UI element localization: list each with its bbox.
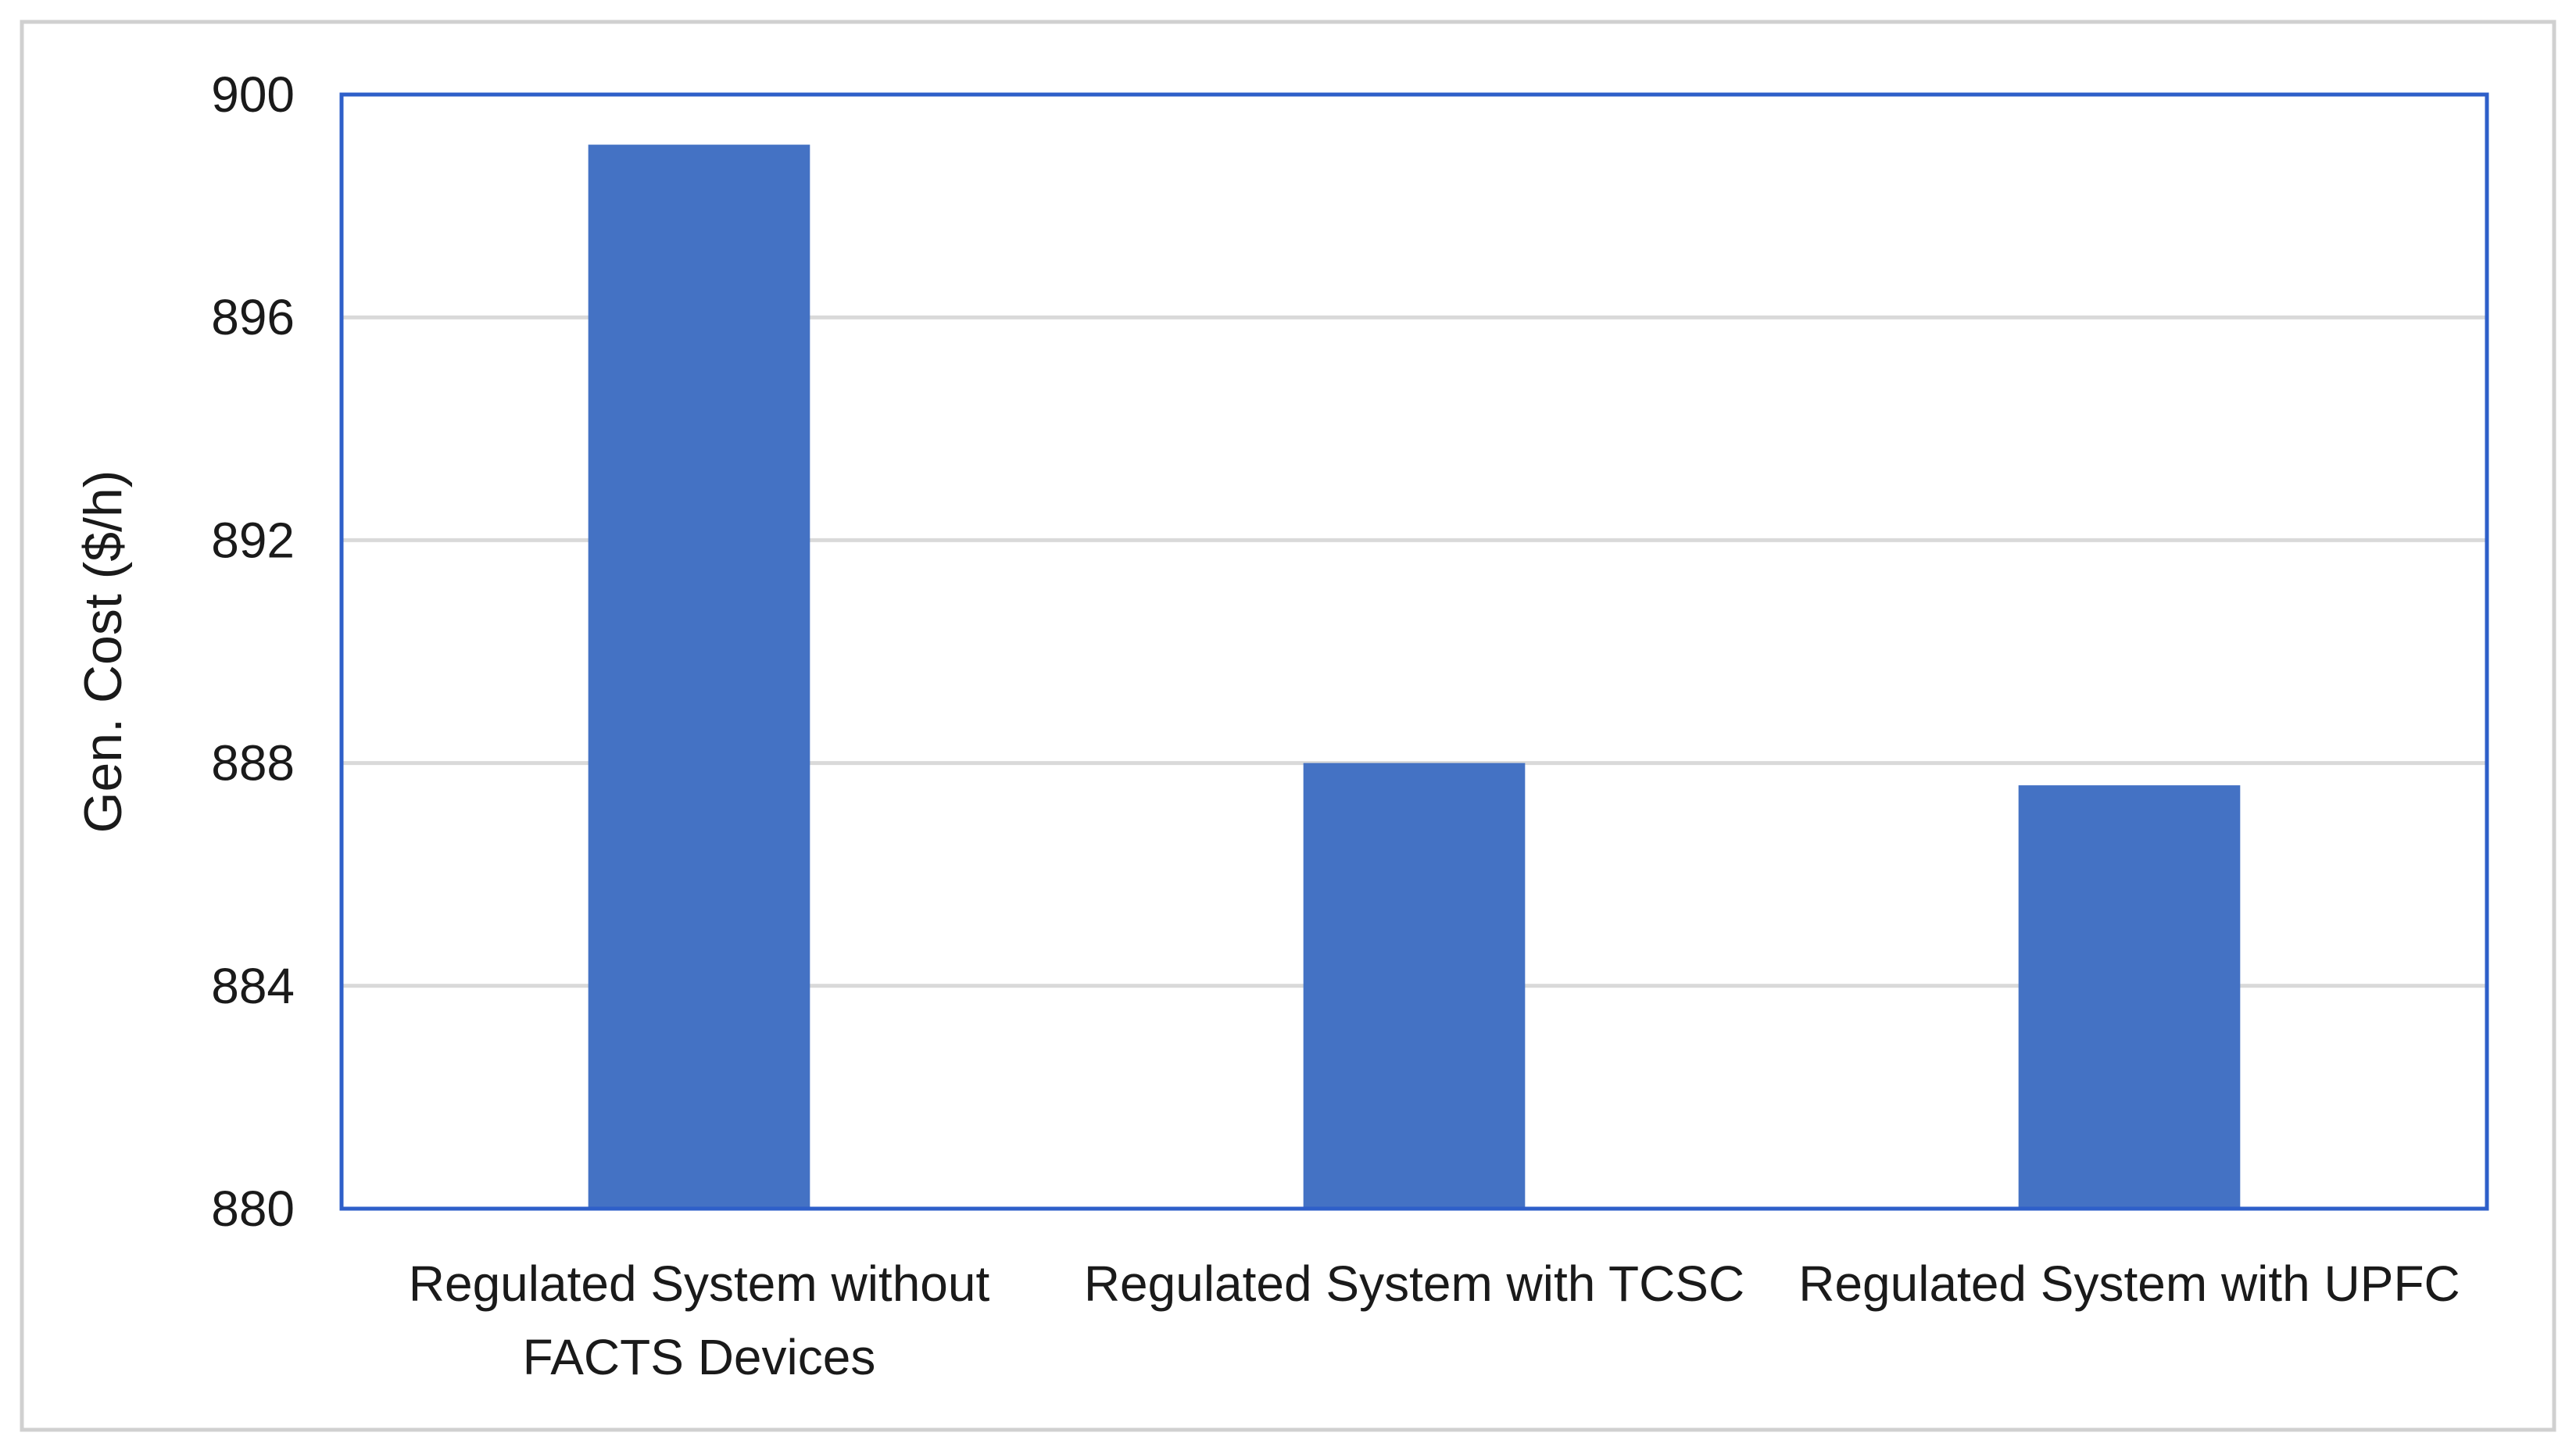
outer-border <box>20 20 2556 1432</box>
plot-area-border <box>339 92 2489 1211</box>
y-tick-label: 880 <box>211 1181 295 1237</box>
x-axis-ticks: Regulated System without FACTS DevicesReg… <box>409 1256 2460 1385</box>
x-tick-label-line: Regulated System with UPFC <box>1798 1256 2460 1312</box>
bar <box>2018 785 2241 1209</box>
x-tick-label: Regulated System with UPFC <box>1798 1256 2460 1312</box>
x-tick-label: Regulated System with TCSC <box>1084 1256 1744 1312</box>
y-tick-label: 892 <box>211 512 295 568</box>
y-tick-label: 896 <box>211 289 295 345</box>
bars <box>588 145 2241 1209</box>
y-tick-label: 900 <box>211 66 295 123</box>
y-axis-label: Gen. Cost ($/h) <box>73 470 133 834</box>
x-tick-label-line: Regulated System without <box>409 1256 990 1312</box>
y-axis-ticks: 880 884 888 892 896 900 <box>211 66 295 1237</box>
bar <box>588 145 810 1209</box>
bar <box>1303 763 1526 1209</box>
y-tick-label: 888 <box>211 735 295 791</box>
x-tick-label: Regulated System without FACTS Devices <box>409 1256 990 1385</box>
y-tick-label: 884 <box>211 958 295 1014</box>
x-tick-label-line: Regulated System with TCSC <box>1084 1256 1744 1312</box>
x-tick-label-line: FACTS Devices <box>523 1329 876 1385</box>
